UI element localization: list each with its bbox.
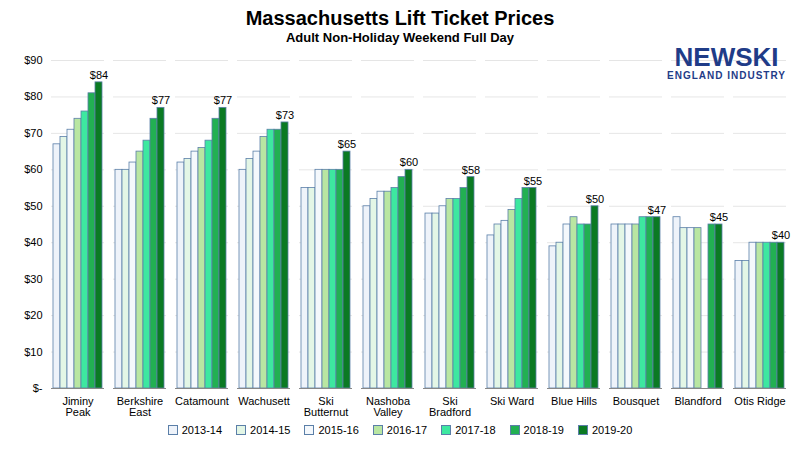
html-text:2016-17: 2016-17 [386,424,428,436]
svg-text:$30: $30 [24,273,42,285]
html-text:2014-15: 2014-15 [250,424,291,436]
svg-text:$55: $55 [524,175,542,187]
svg-text:JiminyPeak: JiminyPeak [62,395,94,418]
svg-text:$77: $77 [214,94,232,106]
svg-text:SkiButternut: SkiButternut [304,395,349,418]
html-text:2019-20: 2019-20 [591,424,633,436]
svg-text:Bousquet: Bousquet [613,395,659,407]
svg-text:SkiBradford: SkiBradford [429,395,471,418]
svg-text:$65: $65 [338,138,356,150]
svg-text:Blandford: Blandford [674,395,721,407]
svg-text:$70: $70 [24,127,42,139]
html-text:Adult Non-Holiday Weekend Full: Adult Non-Holiday Weekend Full Day [286,30,514,45]
html-text:2013-14: 2013-14 [181,424,223,436]
svg-text:$20: $20 [24,309,42,321]
svg-text:$40: $40 [24,236,42,248]
html-text:2015-16: 2015-16 [318,424,359,436]
svg-text:BerkshireEast: BerkshireEast [117,395,163,418]
svg-text:$50: $50 [24,200,42,212]
svg-text:$-: $- [33,382,43,394]
svg-text:$47: $47 [648,204,666,216]
svg-text:$45: $45 [710,211,728,223]
svg-text:Blue Hills: Blue Hills [551,395,597,407]
svg-text:$80: $80 [24,90,42,102]
svg-text:Wachusett: Wachusett [238,395,290,407]
html-text:2018-19: 2018-19 [523,424,564,436]
svg-text:NashobaValley: NashobaValley [366,395,411,418]
html-text:ENGLAND INDUSTRY: ENGLAND INDUSTRY [667,70,786,81]
html-text:2017-18: 2017-18 [455,424,496,436]
svg-text:$73: $73 [276,109,294,121]
svg-text:$10: $10 [24,346,42,358]
svg-text:Ski Ward: Ski Ward [490,395,534,407]
html-text:NEWSKI: NEWSKI [674,42,779,72]
svg-text:$50: $50 [586,193,604,205]
svg-text:$40: $40 [772,229,790,241]
svg-text:Catamount: Catamount [175,395,229,407]
svg-text:$60: $60 [24,163,42,175]
html-text:Massachusetts Lift Ticket Pric: Massachusetts Lift Ticket Prices [245,7,555,29]
svg-text:$60: $60 [400,156,418,168]
svg-text:$77: $77 [152,94,170,106]
svg-text:$84: $84 [90,69,108,81]
svg-text:$58: $58 [462,164,480,176]
svg-text:$90: $90 [24,54,42,66]
svg-text:Otis Ridge: Otis Ridge [734,395,785,407]
